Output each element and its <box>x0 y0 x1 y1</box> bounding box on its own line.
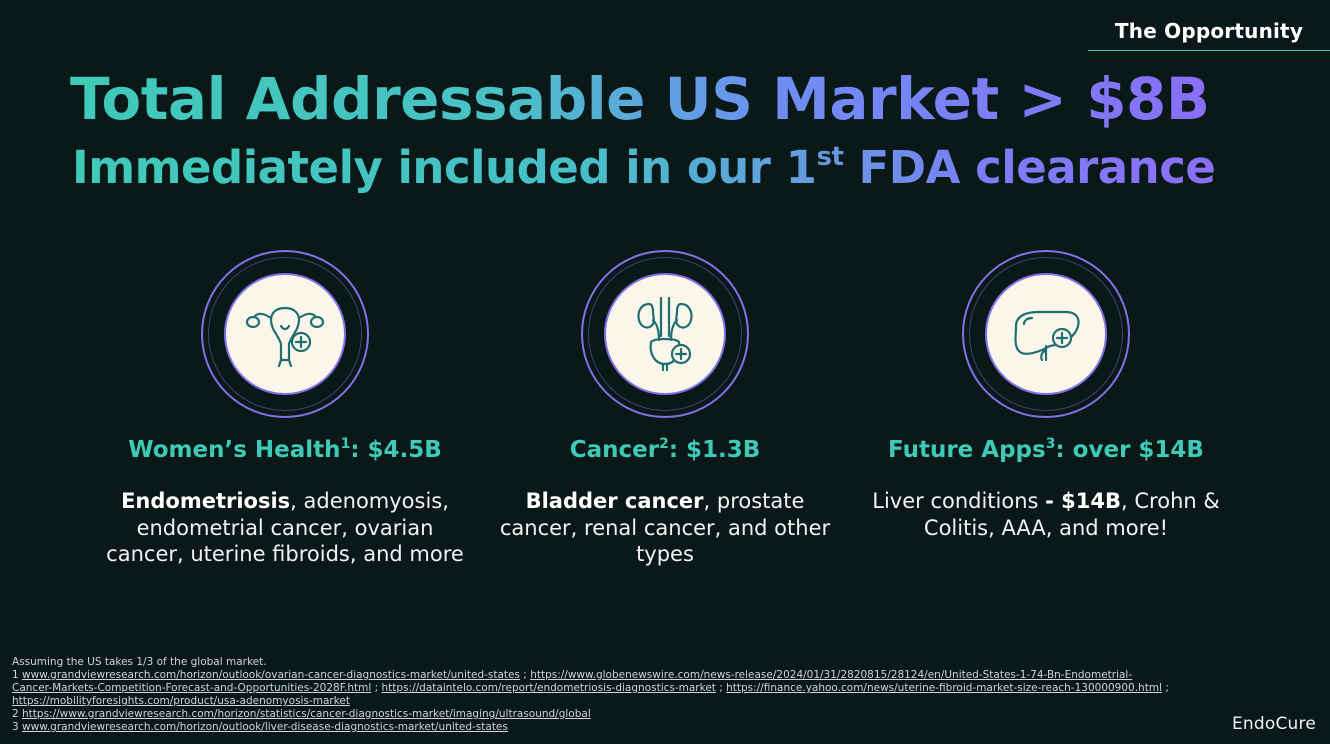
subheadline: Immediately included in our 1st FDA clea… <box>72 138 1215 198</box>
footnote-intro: Assuming the US takes 1/3 of the global … <box>12 656 267 668</box>
category-title: Future Apps3: over $14B <box>866 434 1226 466</box>
footnote-link[interactable]: www.grandviewresearch.com/horizon/outloo… <box>22 669 520 681</box>
category-womens-health: Women’s Health1: $4.5B Endometriosis, ad… <box>105 250 465 568</box>
category-title-text: Cancer <box>569 437 660 463</box>
icon-ring <box>962 250 1130 418</box>
footnote-ref: 1 <box>340 436 351 452</box>
category-description: Bladder cancer, prostate cancer, renal c… <box>485 488 845 568</box>
description-highlight: - $14B <box>1045 489 1122 513</box>
subheadline-superscript: st <box>816 142 844 172</box>
liver-plus-icon <box>1014 310 1080 362</box>
uterus-plus-icon <box>245 306 325 368</box>
footnote-link[interactable]: https://www.grandviewresearch.com/horizo… <box>22 708 591 720</box>
icon-disc <box>604 273 726 395</box>
bladder-kidney-plus-icon <box>637 296 693 372</box>
description-text: , Crohn & Colitis, AAA, and more! <box>923 489 1220 540</box>
footnote-number: 2 <box>12 708 23 720</box>
category-value: : over $14B <box>1055 437 1204 463</box>
endocure-logo: EndoCure <box>1231 714 1316 734</box>
description-text-lead: Liver conditions <box>872 489 1046 513</box>
category-title-text: Future Apps <box>888 437 1046 463</box>
icon-disc <box>985 273 1107 395</box>
separator: ; <box>715 682 727 694</box>
footnote-ref: 3 <box>1045 436 1056 452</box>
section-tag: The Opportunity <box>1088 16 1330 51</box>
footnote-3: 3 www.grandviewresearch.com/horizon/outl… <box>12 721 1172 734</box>
footnote-2: 2 https://www.grandviewresearch.com/hori… <box>12 708 1172 721</box>
footnote-link[interactable]: www.grandviewresearch.com/horizon/outloo… <box>22 721 508 733</box>
category-description: Liver conditions - $14B, Crohn & Colitis… <box>866 488 1226 541</box>
category-description: Endometriosis, adenomyosis, endometrial … <box>105 488 465 568</box>
icon-ring <box>581 250 749 418</box>
footnote-link[interactable]: https://dataintelo.com/report/endometrio… <box>381 682 716 694</box>
category-title: Women’s Health1: $4.5B <box>105 434 465 466</box>
icon-disc <box>224 273 346 395</box>
icon-ring <box>201 250 369 418</box>
category-title-text: Women’s Health <box>128 437 341 463</box>
category-value: : $1.3B <box>668 437 761 463</box>
footnote-link[interactable]: https://www.globenewswire.com/news-relea… <box>12 669 1133 694</box>
description-text: , prostate cancer, renal cancer, and oth… <box>499 489 831 566</box>
subheadline-text-2: FDA clearance <box>843 141 1216 194</box>
description-text: , adenomyosis, endometrial cancer, ovari… <box>106 489 464 566</box>
description-highlight: Endometriosis <box>121 489 291 513</box>
separator: ; <box>519 669 531 681</box>
category-future-apps: Future Apps3: over $14B Liver conditions… <box>866 250 1226 541</box>
description-highlight: Bladder cancer <box>525 489 704 513</box>
category-value: : $4.5B <box>350 437 442 463</box>
category-cancer: Cancer2: $1.3B Bladder cancer, prostate … <box>485 250 845 568</box>
footnote-link[interactable]: https://finance.yahoo.com/news/uterine-f… <box>726 682 1162 694</box>
category-title: Cancer2: $1.3B <box>485 434 845 466</box>
footnotes: Assuming the US takes 1/3 of the global … <box>12 656 1172 734</box>
separator: ; <box>1161 682 1169 694</box>
footnote-number: 1 <box>12 669 23 681</box>
headline: Total Addressable US Market > $8B <box>70 62 1210 136</box>
footnote-1: 1 www.grandviewresearch.com/horizon/outl… <box>12 669 1172 708</box>
footnote-number: 3 <box>12 721 23 733</box>
footnote-link[interactable]: https://mobilityforesights.com/product/u… <box>12 695 350 707</box>
footnote-ref: 2 <box>659 436 669 452</box>
subheadline-text-1: Immediately included in our 1 <box>72 141 817 194</box>
separator: ; <box>371 682 382 694</box>
